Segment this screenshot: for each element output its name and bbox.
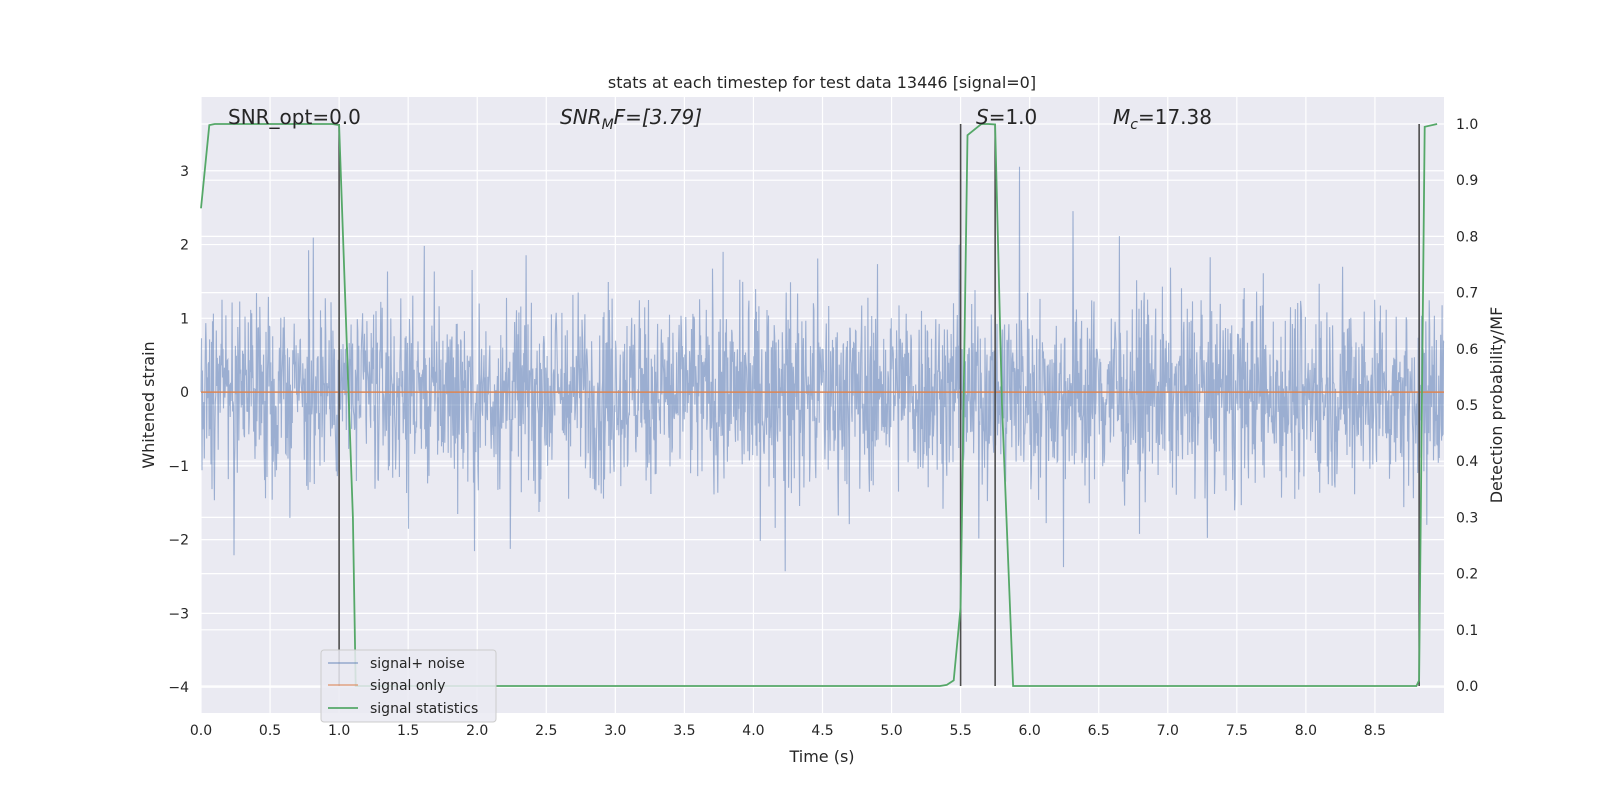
legend-label-signal-only: signal only bbox=[370, 678, 445, 694]
y-tick-label: 0 bbox=[180, 385, 189, 401]
x-tick-label: 2.0 bbox=[466, 723, 488, 739]
y2-tick-label: 1.0 bbox=[1456, 117, 1478, 133]
legend-label-signal-statistics: signal statistics bbox=[370, 701, 478, 717]
x-tick-labels: 0.0 0.5 1.0 1.5 2.0 2.5 3.0 3.5 4.0 4.5 5.0 5.5 6.0 6… bbox=[190, 723, 1386, 739]
x-tick-label: 5.5 bbox=[949, 723, 971, 739]
y-axis-label: Whitened strain bbox=[139, 341, 158, 468]
x-tick-label: 4.0 bbox=[742, 723, 764, 739]
annotation-s: S=1.0 bbox=[976, 105, 1037, 129]
x-tick-label: 3.0 bbox=[604, 723, 626, 739]
x-tick-label: 8.5 bbox=[1364, 723, 1386, 739]
y2-tick-label: 0.7 bbox=[1456, 286, 1478, 302]
y2-tick-label: 0.6 bbox=[1456, 342, 1478, 358]
y2-tick-label: 0.1 bbox=[1456, 623, 1478, 639]
x-tick-label: 5.0 bbox=[880, 723, 902, 739]
chart-title: stats at each timestep for test data 134… bbox=[608, 73, 1036, 92]
y-tick-label: −1 bbox=[168, 459, 189, 475]
x-tick-label: 0.5 bbox=[259, 723, 281, 739]
x-tick-label: 6.5 bbox=[1088, 723, 1110, 739]
y-tick-label: −3 bbox=[168, 606, 189, 622]
legend-label-signal-noise: signal+ noise bbox=[370, 656, 465, 672]
y2-tick-label: 0.5 bbox=[1456, 398, 1478, 414]
x-tick-label: 7.0 bbox=[1157, 723, 1179, 739]
legend-box bbox=[320, 649, 497, 723]
x-tick-label: 4.5 bbox=[811, 723, 833, 739]
y-tick-label: −2 bbox=[168, 533, 189, 549]
annotation-snr-opt: SNR_opt=0.0 bbox=[228, 105, 361, 129]
signal-noise-trace bbox=[200, 166, 1445, 572]
x-tick-label: 7.5 bbox=[1226, 723, 1248, 739]
x-tick-label: 2.5 bbox=[535, 723, 557, 739]
legend: signal+ noise signal only signal statist… bbox=[320, 649, 497, 723]
x-tick-label: 8.0 bbox=[1295, 723, 1317, 739]
annotation-snr-mf: SNRMF=[3.79] bbox=[560, 105, 702, 133]
x-tick-label: 1.0 bbox=[328, 723, 350, 739]
y-tick-label: 3 bbox=[180, 164, 189, 180]
x-tick-label: 3.5 bbox=[673, 723, 695, 739]
y2-axis-label: Detection probability/MF bbox=[1487, 307, 1506, 504]
y-tick-label: 2 bbox=[180, 238, 189, 254]
y2-tick-labels: 1.0 0.9 0.8 0.7 0.6 0.5 0.4 0.3 0.2 0.1 0.0 bbox=[1456, 117, 1478, 695]
y-tick-label: −4 bbox=[168, 680, 189, 696]
y2-tick-label: 0.3 bbox=[1456, 510, 1478, 526]
x-tick-label: 1.5 bbox=[397, 723, 419, 739]
x-axis-label: Time (s) bbox=[788, 747, 854, 766]
y2-tick-label: 0.9 bbox=[1456, 173, 1478, 189]
series-lines bbox=[200, 123, 1444, 687]
x-tick-label: 6.0 bbox=[1019, 723, 1041, 739]
y2-tick-label: 0.0 bbox=[1456, 679, 1478, 695]
y-tick-labels: 3 2 1 0 −1 −2 −3 −4 bbox=[168, 164, 189, 696]
annotation-mc: Mc=17.38 bbox=[1113, 105, 1212, 133]
y2-tick-label: 0.4 bbox=[1456, 454, 1478, 470]
y-tick-label: 1 bbox=[180, 311, 189, 327]
y2-tick-label: 0.2 bbox=[1456, 567, 1478, 583]
signal-statistics-line bbox=[200, 123, 1438, 687]
y2-tick-label: 0.8 bbox=[1456, 229, 1478, 245]
x-tick-label: 0.0 bbox=[190, 723, 212, 739]
series-signal-noise bbox=[200, 166, 1445, 572]
